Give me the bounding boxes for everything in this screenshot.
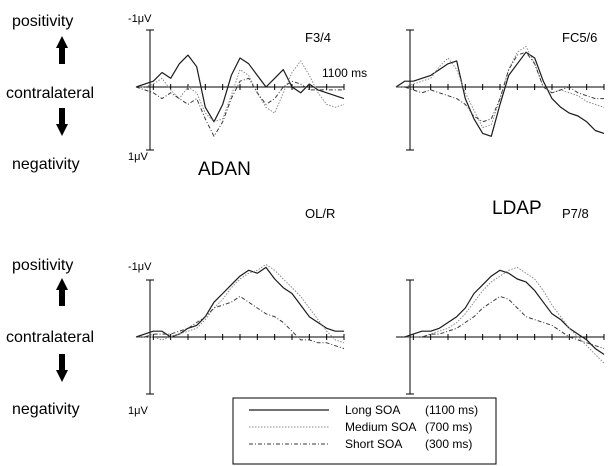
unit-bottom-label: 1μV (128, 405, 148, 417)
series-line-medium (396, 266, 605, 364)
chart-legend: Long SOA (1100 ms) Medium SOA (700 ms) Short… (232, 397, 497, 465)
negativity-label: negativity (12, 401, 80, 418)
panel-p7-8: LDAP P7/8 (396, 198, 605, 395)
unit-top-label: -1μV (128, 13, 152, 25)
legend-label: Short SOA (345, 437, 402, 451)
down-arrow-icon (56, 108, 68, 136)
legend-detail: (700 ms) (425, 420, 472, 434)
series-line-long (395, 51, 605, 137)
legend-label: Medium SOA (345, 420, 416, 434)
time-axis-label: 1100 ms (322, 66, 367, 80)
series-line-long (135, 54, 345, 123)
series-line-short (135, 77, 344, 137)
contralateral-label: contralateral (6, 329, 94, 346)
unit-top-label: -1μV (128, 261, 152, 273)
polarity-legend-top: positivity contralateral negativity (6, 13, 94, 173)
series-line-short (396, 295, 605, 350)
positivity-label: positivity (12, 257, 73, 274)
down-arrow-icon (56, 354, 68, 382)
series-line-medium (396, 45, 605, 129)
electrode-label: FC5/6 (562, 30, 597, 45)
negativity-label: negativity (12, 156, 80, 173)
legend-detail: (1100 ms) (425, 403, 478, 417)
series-line-medium (136, 60, 345, 123)
electrode-label: OL/R (305, 206, 335, 221)
unit-bottom-label: 1μV (128, 151, 148, 163)
panel-f3-4: F3/4 ADAN 1100 ms (135, 29, 367, 180)
electrode-label: F3/4 (305, 30, 331, 45)
series-line-long (135, 266, 344, 338)
polarity-legend-bottom: positivity contralateral negativity (6, 257, 94, 418)
component-label: ADAN (198, 159, 251, 180)
up-arrow-icon (56, 278, 68, 306)
series-line-short (136, 295, 345, 350)
up-arrow-icon (56, 36, 68, 64)
series-line-short (396, 51, 604, 123)
series-line-long (396, 269, 605, 355)
component-label: LDAP (492, 198, 542, 219)
legend-label: Long SOA (345, 403, 400, 417)
panel-fc5-6: FC5/6 (395, 29, 605, 151)
contralateral-label: contralateral (6, 85, 94, 102)
positivity-label: positivity (12, 13, 73, 30)
legend-box (232, 397, 497, 465)
electrode-label: P7/8 (562, 206, 589, 221)
legend-detail: (300 ms) (425, 437, 472, 451)
panel-ol-r: OL/R (135, 206, 345, 395)
